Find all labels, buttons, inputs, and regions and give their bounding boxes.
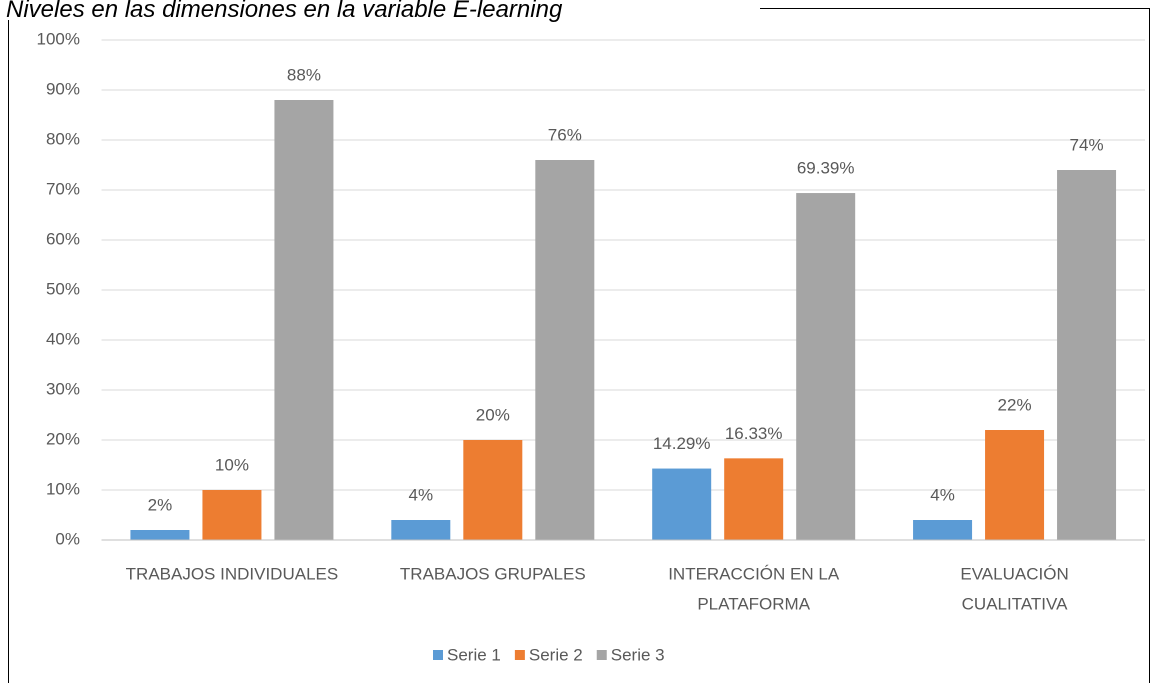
legend-label: Serie 1 <box>447 645 501 664</box>
data-label: 2% <box>148 495 173 514</box>
x-tick-label: INTERACCIÓN EN LA <box>668 564 840 583</box>
data-label: 69.39% <box>797 159 855 178</box>
data-label: 4% <box>409 485 434 504</box>
x-tick-label: PLATAFORMA <box>697 594 810 613</box>
bar <box>130 530 190 540</box>
legend-label: Serie 3 <box>611 645 665 664</box>
data-label: 20% <box>476 405 510 424</box>
bar <box>391 520 451 540</box>
data-label: 22% <box>998 395 1032 414</box>
bar <box>463 440 523 540</box>
y-tick-label: 80% <box>46 129 80 148</box>
bar <box>913 520 973 540</box>
bar <box>652 468 712 540</box>
y-tick-label: 100% <box>37 29 80 48</box>
bar <box>1057 170 1117 540</box>
x-tick-label: TRABAJOS GRUPALES <box>400 564 586 583</box>
bar <box>724 458 784 540</box>
chart-title: Niveles en las dimensiones en la variabl… <box>6 0 563 23</box>
data-label: 16.33% <box>725 424 783 443</box>
y-tick-label: 90% <box>46 79 80 98</box>
y-tick-label: 0% <box>55 529 80 548</box>
legend-swatch <box>596 650 607 660</box>
bar <box>535 160 595 540</box>
x-tick-label: CUALITATIVA <box>962 594 1068 613</box>
y-tick-label: 30% <box>46 379 80 398</box>
data-label: 10% <box>215 455 249 474</box>
y-tick-label: 40% <box>46 329 80 348</box>
x-tick-label: EVALUACIÓN <box>960 564 1068 583</box>
y-tick-label: 20% <box>46 429 80 448</box>
bar <box>985 430 1045 540</box>
data-label: 76% <box>548 125 582 144</box>
bar <box>274 100 334 540</box>
bar <box>796 193 856 541</box>
legend-swatch <box>433 650 443 660</box>
legend-swatch <box>514 650 525 660</box>
data-label: 14.29% <box>653 434 711 453</box>
y-tick-label: 50% <box>46 279 80 298</box>
title-backdrop <box>0 0 760 20</box>
y-tick-label: 10% <box>46 479 80 498</box>
data-label: 74% <box>1070 135 1104 154</box>
data-label: 88% <box>287 65 321 84</box>
data-label: 4% <box>930 485 955 504</box>
legend-label: Serie 2 <box>529 645 583 664</box>
bar <box>202 490 262 540</box>
y-tick-label: 70% <box>46 179 80 198</box>
x-tick-label: TRABAJOS INDIVIDUALES <box>126 564 339 583</box>
y-tick-label: 60% <box>46 229 80 248</box>
